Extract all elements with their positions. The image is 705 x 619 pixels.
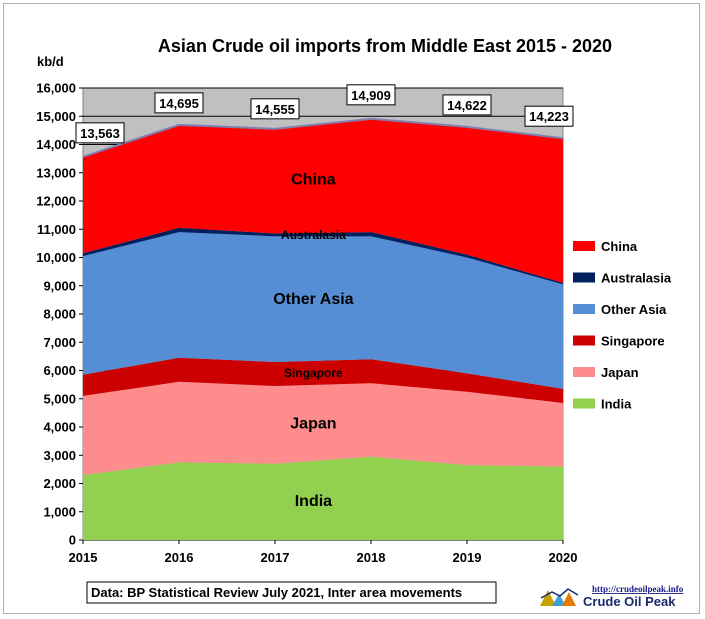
total-label-box (250, 98, 300, 120)
total-label-box (75, 122, 125, 144)
area-singapore (83, 357, 563, 403)
y-tick-label: 11,000 (37, 222, 76, 237)
legend-swatch (573, 398, 595, 409)
crude-oil-peak-logo: http://crudeoilpeak.info Crude Oil Peak (540, 584, 684, 609)
legend-item: India (573, 397, 632, 412)
y-tick-label: 15,000 (36, 109, 76, 124)
legend: China Australasia Other Asia Singapore Japan… (573, 239, 672, 412)
source-annotation: Data: BP Statistical Review July 2021, I… (86, 581, 497, 604)
y-tick-label: 2,000 (43, 476, 76, 491)
total-label: 14,622 (442, 94, 492, 116)
area-australasia (83, 227, 563, 285)
total-label-box (346, 84, 396, 106)
area-labels: India Japan Singapore Other Asia Australasia… (273, 171, 353, 510)
y-tick-label: 13,000 (36, 165, 76, 180)
area-label: Singapore (284, 366, 343, 380)
legend-item: Other Asia (573, 302, 667, 317)
total-label: 14,223 (524, 105, 574, 127)
legend-label: India (601, 397, 632, 412)
logo-url: http://crudeoilpeak.info (592, 584, 684, 594)
legend-swatch (573, 241, 595, 251)
y-tick-label: 16,000 (36, 81, 76, 96)
total-label-text: 14,622 (447, 98, 487, 113)
total-label-text: 14,223 (529, 109, 569, 124)
x-axis-ticks: 2015 2016 2017 2018 2019 2020 (69, 540, 578, 565)
y-tick-label: 8,000 (43, 307, 76, 322)
legend-swatch (573, 367, 595, 377)
area-label: India (295, 493, 332, 510)
total-label-box (154, 92, 204, 114)
legend-swatch (573, 272, 595, 283)
oil-rig-icon (540, 588, 579, 606)
logo-brand: Crude Oil Peak (583, 594, 676, 609)
source-text: Data: BP Statistical Review July 2021, I… (91, 585, 462, 600)
legend-label: Singapore (601, 334, 665, 349)
y-tick-label: 1,000 (43, 504, 76, 519)
y-tick-label: 10,000 (36, 250, 76, 265)
legend-item: China (573, 239, 638, 254)
chart-title: Asian Crude oil imports from Middle East… (158, 36, 612, 56)
y-axis-ticks: 0 1,000 2,000 3,000 4,000 5,000 6,000 7,000 8,00… (36, 81, 83, 548)
x-tick-label: 2020 (549, 550, 578, 565)
y-tick-label: 5,000 (43, 391, 76, 406)
area-japan (83, 381, 563, 476)
y-tick-label: 4,000 (43, 420, 76, 435)
total-label-text: 13,563 (80, 126, 120, 141)
x-tick-label: 2015 (69, 550, 98, 565)
y-tick-label: 14,000 (36, 137, 76, 152)
area-china (83, 118, 563, 283)
total-outline (82, 117, 564, 158)
area-label: China (291, 171, 336, 188)
legend-item: Australasia (573, 271, 672, 286)
area-series (82, 117, 564, 540)
area-india (83, 456, 563, 540)
legend-swatch (573, 335, 595, 346)
y-tick-label: 12,000 (36, 194, 76, 209)
total-label-text: 14,695 (159, 96, 199, 111)
total-label: 14,695 (154, 92, 204, 114)
total-label-text: 14,555 (255, 102, 295, 117)
total-label: 13,563 (75, 122, 125, 144)
y-unit-label: kb/d (37, 54, 64, 69)
legend-label: Australasia (601, 271, 672, 286)
y-tick-label: 7,000 (43, 335, 76, 350)
x-tick-label: 2018 (357, 550, 386, 565)
legend-label: Japan (601, 365, 639, 380)
y-tick-label: 3,000 (43, 448, 76, 463)
area-label: Other Asia (273, 291, 353, 308)
area-label: Australasia (281, 228, 346, 242)
x-tick-label: 2017 (261, 550, 290, 565)
total-label: 14,909 (346, 84, 396, 106)
total-label-box (524, 105, 574, 127)
legend-label: China (601, 239, 638, 254)
area-label: Japan (290, 416, 336, 433)
x-tick-label: 2019 (453, 550, 482, 565)
x-tick-label: 2016 (165, 550, 194, 565)
area-other-asia (83, 232, 563, 389)
y-tick-label: 0 (69, 533, 76, 548)
total-labels: 13,563 14,695 14,555 14,909 14,622 14,223 (75, 84, 574, 144)
y-tick-label: 6,000 (43, 363, 76, 378)
total-label-text: 14,909 (351, 88, 391, 103)
legend-label: Other Asia (601, 302, 667, 317)
legend-swatch (573, 304, 595, 314)
total-label: 14,555 (250, 98, 300, 120)
legend-item: Singapore (573, 334, 665, 349)
total-label-box (442, 94, 492, 116)
y-tick-label: 9,000 (43, 278, 76, 293)
legend-item: Japan (573, 365, 639, 380)
